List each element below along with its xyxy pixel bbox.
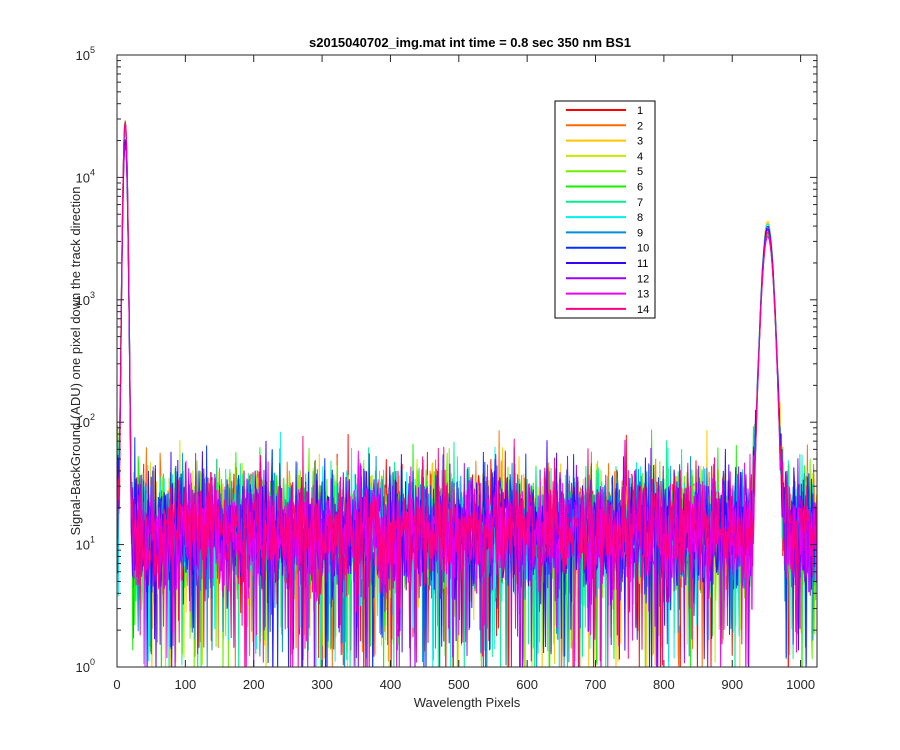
y-tick-label: 101 (76, 535, 95, 553)
plot-frame (116, 54, 818, 668)
series-line-14 (117, 122, 817, 667)
legend-label-2: 2 (637, 120, 643, 132)
legend-label-5: 5 (637, 166, 643, 178)
y-tick-label: 104 (76, 167, 95, 185)
chart-title: s2015040702_img.mat int time = 0.8 sec 3… (309, 35, 631, 50)
x-tick-label: 1000 (786, 677, 815, 692)
y-tick-label: 100 (76, 657, 95, 675)
x-tick-label: 700 (585, 677, 607, 692)
y-tick-label: 103 (76, 290, 95, 308)
legend-label-1: 1 (637, 105, 643, 117)
x-tick-label: 400 (380, 677, 402, 692)
y-tick-label: 102 (76, 412, 95, 430)
legend-label-6: 6 (637, 182, 643, 194)
legend-label-12: 12 (637, 273, 649, 285)
x-tick-label: 500 (448, 677, 470, 692)
series-line-12 (117, 145, 817, 667)
legend-box (554, 100, 656, 319)
legend-label-3: 3 (637, 136, 643, 148)
x-tick-label: 600 (516, 677, 538, 692)
legend-label-10: 10 (637, 243, 649, 255)
legend-label-9: 9 (637, 227, 643, 239)
x-axis: 0 100 200 300 400 500 600 700 800 900 1000 (113, 55, 815, 692)
x-axis-label: Wavelength Pixels (414, 695, 521, 710)
y-tick-label: 105 (76, 45, 95, 63)
y-axis-label: Signal-BackGround (ADU) one pixel down t… (68, 186, 83, 535)
legend-label-14: 14 (637, 304, 649, 316)
legend-label-13: 13 (637, 289, 649, 301)
legend-label-8: 8 (637, 212, 643, 224)
x-tick-label: 900 (721, 677, 743, 692)
legend-label-11: 11 (637, 258, 648, 270)
x-tick-label: 0 (113, 677, 120, 692)
legend-label-7: 7 (637, 197, 643, 209)
x-tick-label: 800 (653, 677, 675, 692)
x-tick-label: 300 (311, 677, 333, 692)
series-layer (117, 119, 817, 667)
x-tick-label: 100 (175, 677, 197, 692)
x-tick-label: 200 (243, 677, 265, 692)
legend-label-4: 4 (637, 151, 643, 163)
